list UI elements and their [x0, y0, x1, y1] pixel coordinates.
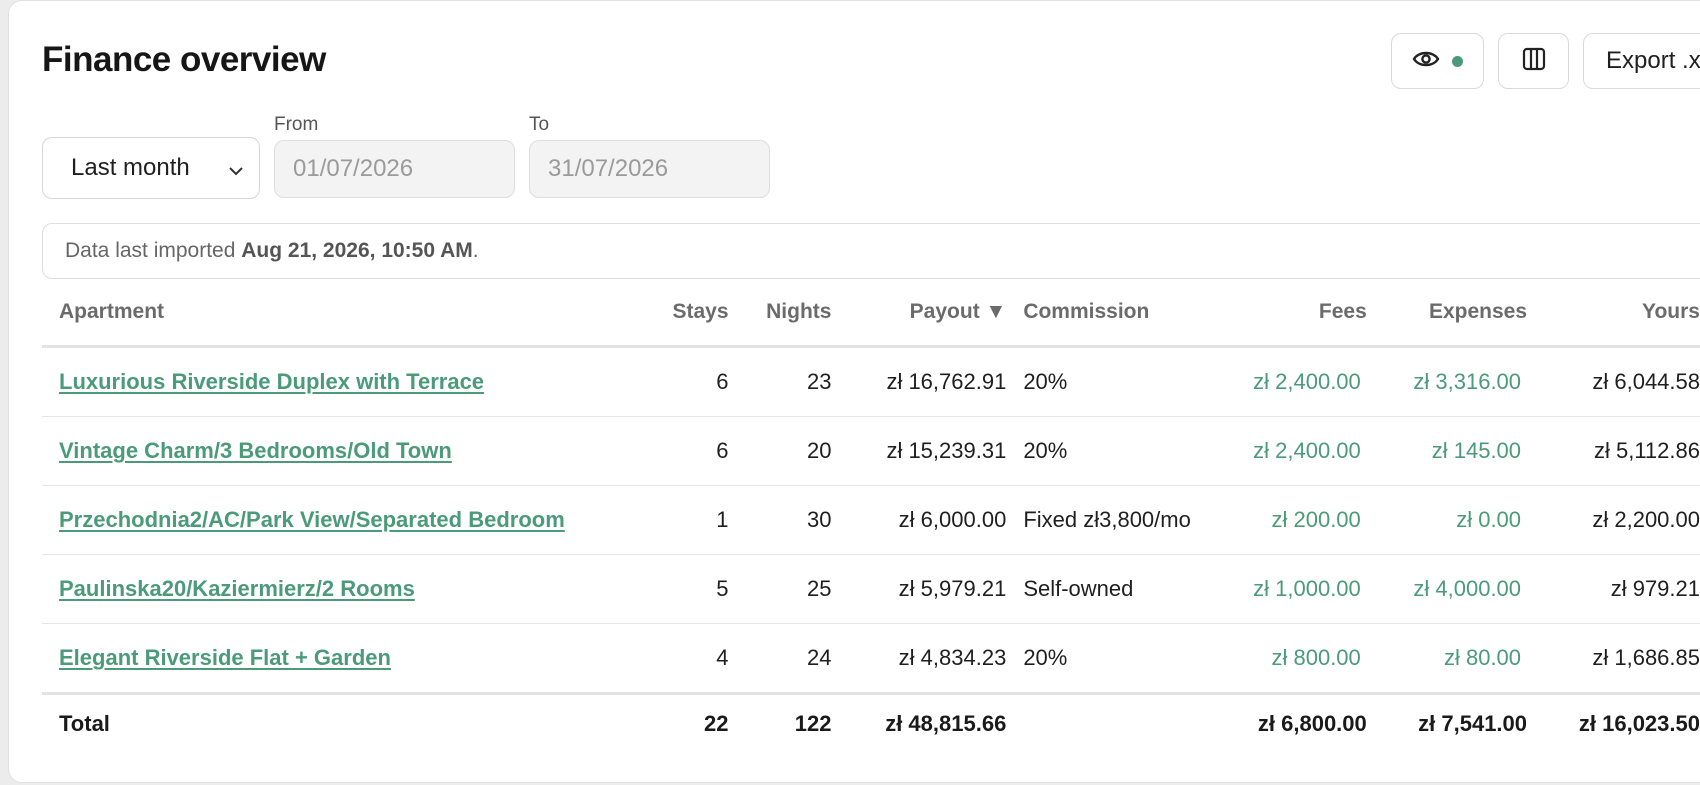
- total-label: Total: [42, 692, 630, 753]
- column-header-fees[interactable]: Fees: [1214, 300, 1367, 348]
- table-row: Vintage Charm/3 Bedrooms/Old Town 6 20 z…: [42, 416, 1700, 486]
- stays-cell: 4: [629, 623, 729, 694]
- export-button-label: Export .xl: [1606, 47, 1700, 74]
- eye-icon: [1412, 49, 1440, 74]
- finance-table: Apartment Stays Nights Payout ▼ Commissi…: [42, 300, 1700, 753]
- payout-cell: zł 5,979.21: [831, 554, 1007, 624]
- yours-cell: zł 2,200.00: [1527, 485, 1700, 555]
- expenses-cell[interactable]: zł 0.00: [1366, 485, 1528, 555]
- commission-cell: 20%: [1006, 346, 1215, 417]
- fees-cell[interactable]: zł 1,000.00: [1214, 554, 1367, 624]
- apartment-link[interactable]: Przechodnia2/AC/Park View/Separated Bedr…: [59, 507, 565, 532]
- table-row: Elegant Riverside Flat + Garden 4 24 zł …: [42, 623, 1700, 694]
- active-indicator-dot: [1452, 55, 1463, 67]
- total-yours: zł 16,023.50: [1527, 692, 1700, 753]
- total-stays: 22: [629, 692, 729, 753]
- nights-cell: 23: [728, 346, 832, 417]
- total-row: Total 22 122 zł 48,815.66 zł 6,800.00 zł…: [42, 692, 1700, 753]
- payout-cell: zł 6,000.00: [831, 485, 1007, 555]
- import-notice-prefix: Data last imported: [65, 239, 242, 262]
- apartment-link[interactable]: Luxurious Riverside Duplex with Terrace: [59, 369, 485, 394]
- import-notice-suffix: .: [472, 239, 479, 262]
- import-timestamp: Aug 21, 2026, 10:50 AM: [241, 239, 473, 262]
- total-payout: zł 48,815.66: [831, 692, 1007, 753]
- yours-cell: zł 5,112.86: [1527, 416, 1700, 486]
- from-label: From: [274, 114, 319, 135]
- import-notice: Data last imported Aug 21, 2026, 10:50 A…: [42, 223, 1700, 279]
- payout-cell: zł 15,239.31: [831, 416, 1007, 486]
- page-title: Finance overview: [42, 40, 326, 79]
- columns-button[interactable]: [1498, 33, 1569, 89]
- yours-cell: zł 1,686.85: [1527, 623, 1700, 694]
- commission-cell: Self-owned: [1006, 554, 1215, 624]
- stays-cell: 6: [629, 346, 729, 417]
- yours-cell: zł 6,044.58: [1527, 346, 1700, 417]
- column-header-commission[interactable]: Commission: [1006, 300, 1215, 348]
- column-header-yours[interactable]: Yours: [1527, 300, 1700, 348]
- payout-cell: zł 16,762.91: [831, 346, 1007, 417]
- expenses-cell[interactable]: zł 4,000.00: [1366, 554, 1528, 624]
- expenses-cell[interactable]: zł 3,316.00: [1366, 346, 1528, 417]
- to-label: To: [529, 114, 550, 135]
- column-header-stays[interactable]: Stays: [629, 300, 729, 348]
- column-header-expenses[interactable]: Expenses: [1366, 300, 1528, 348]
- fees-cell[interactable]: zł 800.00: [1214, 623, 1367, 694]
- commission-cell: 20%: [1006, 623, 1215, 694]
- nights-cell: 30: [728, 485, 832, 555]
- chevron-down-icon: [227, 159, 245, 187]
- table-row: Luxurious Riverside Duplex with Terrace …: [42, 346, 1700, 417]
- expenses-cell[interactable]: zł 80.00: [1366, 623, 1528, 694]
- to-date-field[interactable]: 31/07/2026: [529, 140, 770, 198]
- fees-cell[interactable]: zł 2,400.00: [1214, 416, 1367, 486]
- nights-cell: 25: [728, 554, 832, 624]
- table-row: Paulinska20/Kaziermierz/2 Rooms 5 25 zł …: [42, 554, 1700, 624]
- nights-cell: 20: [728, 416, 832, 486]
- from-date-field[interactable]: 01/07/2026: [274, 140, 515, 198]
- stays-cell: 1: [629, 485, 729, 555]
- column-header-nights[interactable]: Nights: [728, 300, 832, 348]
- stays-cell: 5: [629, 554, 729, 624]
- visibility-toggle-button[interactable]: [1391, 33, 1484, 89]
- payout-cell: zł 4,834.23: [831, 623, 1007, 694]
- period-select[interactable]: Last month: [42, 137, 260, 199]
- column-header-payout[interactable]: Payout ▼: [831, 300, 1007, 348]
- fees-cell[interactable]: zł 2,400.00: [1214, 346, 1367, 417]
- apartment-link[interactable]: Elegant Riverside Flat + Garden: [59, 645, 391, 670]
- apartment-link[interactable]: Paulinska20/Kaziermierz/2 Rooms: [59, 576, 415, 601]
- total-fees: zł 6,800.00: [1214, 692, 1367, 753]
- table-header-row: Apartment Stays Nights Payout ▼ Commissi…: [42, 300, 1700, 348]
- fees-cell[interactable]: zł 200.00: [1214, 485, 1367, 555]
- stays-cell: 6: [629, 416, 729, 486]
- nights-cell: 24: [728, 623, 832, 694]
- period-select-value: Last month: [71, 154, 190, 181]
- commission-cell: 20%: [1006, 416, 1215, 486]
- total-commission: [1006, 692, 1215, 753]
- expenses-cell[interactable]: zł 145.00: [1366, 416, 1528, 486]
- total-nights: 122: [728, 692, 832, 753]
- apartment-link[interactable]: Vintage Charm/3 Bedrooms/Old Town: [59, 438, 452, 463]
- total-expenses: zł 7,541.00: [1366, 692, 1528, 753]
- commission-cell: Fixed zł3,800/mo: [1006, 485, 1215, 555]
- columns-icon: [1522, 47, 1546, 76]
- export-button[interactable]: Export .xl: [1583, 33, 1700, 89]
- table-row: Przechodnia2/AC/Park View/Separated Bedr…: [42, 485, 1700, 555]
- column-header-apartment[interactable]: Apartment: [42, 300, 630, 348]
- yours-cell: zł 979.21: [1527, 554, 1700, 624]
